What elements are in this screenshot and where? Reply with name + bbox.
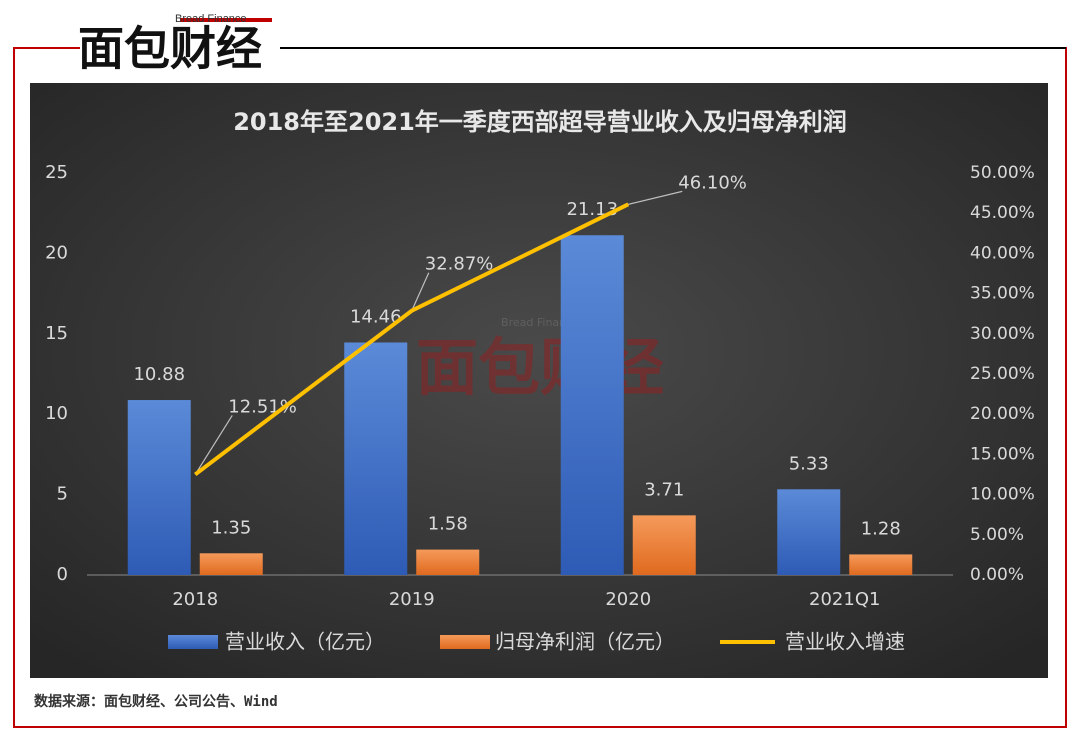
bar <box>849 554 913 575</box>
bar-value-label: 1.35 <box>211 517 251 538</box>
y-tick-label: 5 <box>57 484 68 505</box>
x-tick-label: 2018 <box>172 589 218 610</box>
bar-value-label: 21.13 <box>566 199 618 220</box>
bar-value-label: 5.33 <box>789 453 829 474</box>
y-tick-label: 20 <box>45 242 68 263</box>
bar <box>632 515 696 575</box>
y-tick-label: 25 <box>45 162 68 183</box>
y2-tick-label: 50.00% <box>970 163 1035 183</box>
legend-swatch <box>440 635 490 649</box>
bar-value-label: 3.71 <box>644 479 684 500</box>
bar <box>777 489 841 575</box>
y2-tick-label: 45.00% <box>970 203 1035 223</box>
leader-line <box>628 190 683 205</box>
bar-value-label: 10.88 <box>133 364 185 385</box>
bar <box>344 342 408 575</box>
bar-value-label: 14.46 <box>350 306 402 327</box>
leader-line <box>411 272 430 311</box>
legend-label: 归母净利润（亿元） <box>495 630 675 654</box>
y2-tick-label: 10.00% <box>970 485 1035 505</box>
y2-tick-label: 40.00% <box>970 243 1035 263</box>
chart-title: 2018年至2021年一季度西部超导营业收入及归母净利润 <box>233 108 847 136</box>
bar <box>560 235 624 575</box>
source-note: 数据来源：面包财经、公司公告、Wind <box>34 693 278 710</box>
bar-value-label: 1.28 <box>861 518 901 539</box>
bar-value-label: 1.58 <box>428 514 468 535</box>
bar <box>127 400 191 575</box>
bar <box>199 553 263 575</box>
y-tick-label: 15 <box>45 323 68 344</box>
line-value-label: 32.87% <box>425 254 494 275</box>
line-value-label: 46.10% <box>678 172 747 193</box>
brand-subtitle: Bread Finance <box>175 13 247 25</box>
brand-logo: 面包财经 <box>78 22 262 76</box>
x-tick-label: 2020 <box>605 589 651 610</box>
y2-tick-label: 25.00% <box>970 364 1035 384</box>
chart-panel <box>30 83 1048 678</box>
bar <box>416 549 480 575</box>
x-tick-label: 2019 <box>389 589 435 610</box>
legend-label: 营业收入增速 <box>785 630 905 654</box>
watermark-subtitle: Bread Finance <box>501 316 579 329</box>
y2-tick-label: 35.00% <box>970 284 1035 304</box>
watermark: 面包财经 <box>416 331 664 404</box>
brand-strip <box>180 18 272 22</box>
y-tick-label: 10 <box>45 403 68 424</box>
y2-tick-label: 30.00% <box>970 324 1035 344</box>
legend-swatch <box>168 635 218 649</box>
y2-tick-label: 5.00% <box>970 525 1024 545</box>
y2-tick-label: 0.00% <box>970 565 1024 585</box>
x-tick-label: 2021Q1 <box>809 589 880 610</box>
line <box>194 202 630 477</box>
y2-tick-label: 20.00% <box>970 404 1035 424</box>
legend-label: 营业收入（亿元） <box>225 630 385 654</box>
y2-tick-label: 15.00% <box>970 444 1035 464</box>
y-tick-label: 0 <box>57 564 68 585</box>
leader-line <box>194 415 233 475</box>
